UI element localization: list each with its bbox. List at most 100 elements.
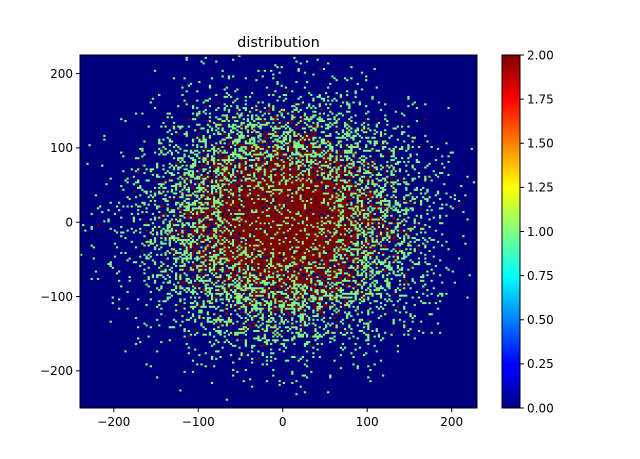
heatmap-cell	[215, 242, 218, 245]
heatmap-cell	[210, 218, 214, 221]
heatmap-cell	[194, 188, 197, 191]
heatmap-cell	[274, 175, 277, 178]
heatmap-cell	[276, 268, 279, 271]
heatmap-cell	[284, 237, 288, 240]
heatmap-cell	[187, 209, 190, 212]
heatmap-cell	[276, 216, 279, 219]
heatmap-cell	[284, 203, 288, 206]
heatmap-cell	[280, 296, 283, 299]
heatmap-cell	[232, 199, 235, 202]
heatmap-cell	[236, 207, 239, 210]
heatmap-cell	[227, 142, 231, 145]
heatmap-cell	[265, 268, 269, 271]
heatmap-cell	[175, 261, 178, 264]
heatmap-cell	[217, 231, 220, 234]
heatmap-cell	[276, 125, 279, 128]
heatmap-cell	[267, 296, 271, 299]
heatmap-cell	[221, 270, 224, 273]
heatmap-cell	[225, 259, 228, 262]
heatmap-cell	[286, 183, 290, 186]
heatmap-cell	[217, 261, 220, 264]
heatmap-cell	[166, 257, 169, 260]
heatmap-cell	[225, 257, 228, 260]
heatmap-cell	[234, 266, 237, 269]
heatmap-cell	[270, 153, 273, 156]
heatmap-cell	[274, 192, 277, 195]
heatmap-cell	[280, 153, 283, 156]
heatmap-cell	[253, 261, 256, 264]
heatmap-cell	[223, 185, 226, 188]
heatmap-cell	[164, 199, 167, 202]
heatmap-cell	[253, 149, 256, 152]
heatmap-cell	[280, 205, 283, 208]
heatmap-cell	[238, 131, 241, 134]
heatmap-cell	[191, 157, 195, 160]
heatmap-cell	[225, 246, 228, 249]
heatmap-cell	[265, 355, 269, 358]
heatmap-cell	[259, 287, 262, 290]
heatmap-cell	[276, 318, 279, 321]
heatmap-cell	[261, 311, 264, 314]
heatmap-cell	[210, 272, 214, 275]
heatmap-cell	[225, 120, 228, 123]
heatmap-cell	[267, 177, 271, 180]
heatmap-cell	[158, 183, 161, 186]
heatmap-cell	[276, 212, 279, 215]
heatmap-cell	[263, 175, 266, 178]
heatmap-cell	[263, 270, 266, 273]
heatmap-cell	[286, 253, 290, 256]
heatmap-cell	[204, 259, 207, 262]
heatmap-cell	[291, 231, 294, 234]
heatmap-cell	[280, 253, 283, 256]
heatmap-cell	[202, 261, 205, 264]
heatmap-cell	[225, 320, 228, 323]
heatmap-cell	[225, 209, 228, 212]
heatmap-cell	[166, 281, 169, 284]
heatmap-cell	[175, 183, 178, 186]
heatmap-cell	[291, 105, 294, 108]
heatmap-cell	[255, 159, 258, 162]
heatmap-cell	[225, 177, 228, 180]
heatmap-cell	[202, 257, 205, 260]
heatmap-cell	[244, 175, 247, 178]
heatmap-cell	[217, 212, 220, 215]
heatmap-cell	[240, 257, 243, 260]
heatmap-cell	[210, 357, 214, 360]
heatmap-cell	[210, 216, 214, 219]
heatmap-cell	[196, 201, 199, 204]
heatmap-cell	[200, 188, 203, 191]
heatmap-cell	[289, 238, 292, 241]
heatmap-cell	[221, 183, 224, 186]
heatmap-cell	[172, 253, 176, 256]
heatmap-cell	[219, 318, 222, 321]
heatmap-cell	[232, 259, 235, 262]
heatmap-cell	[282, 175, 285, 178]
heatmap-cell	[282, 281, 285, 284]
heatmap-cell	[265, 326, 269, 329]
heatmap-cell	[206, 159, 209, 162]
heatmap-cell	[90, 227, 93, 230]
heatmap-cell	[267, 324, 271, 327]
heatmap-cell	[272, 212, 275, 215]
heatmap-cell	[175, 257, 178, 260]
heatmap-cell	[289, 303, 292, 306]
heatmap-cell	[217, 166, 220, 169]
heatmap-cell	[208, 121, 212, 124]
heatmap-cell	[248, 302, 252, 305]
heatmap-cell	[194, 207, 197, 210]
heatmap-cell	[137, 337, 140, 340]
heatmap-cell	[274, 250, 277, 253]
heatmap-cell	[175, 253, 178, 256]
heatmap-cell	[270, 168, 273, 171]
heatmap-cell	[291, 235, 294, 238]
heatmap-cell	[232, 155, 235, 158]
heatmap-cell	[280, 216, 283, 219]
heatmap-cell	[198, 201, 201, 204]
heatmap-cell	[223, 183, 226, 186]
heatmap-cell	[238, 270, 241, 273]
heatmap-cell	[291, 110, 294, 113]
heatmap-cell	[261, 246, 264, 249]
heatmap-cell	[194, 118, 197, 121]
heatmap-cell	[105, 183, 108, 186]
heatmap-cell	[280, 211, 283, 214]
